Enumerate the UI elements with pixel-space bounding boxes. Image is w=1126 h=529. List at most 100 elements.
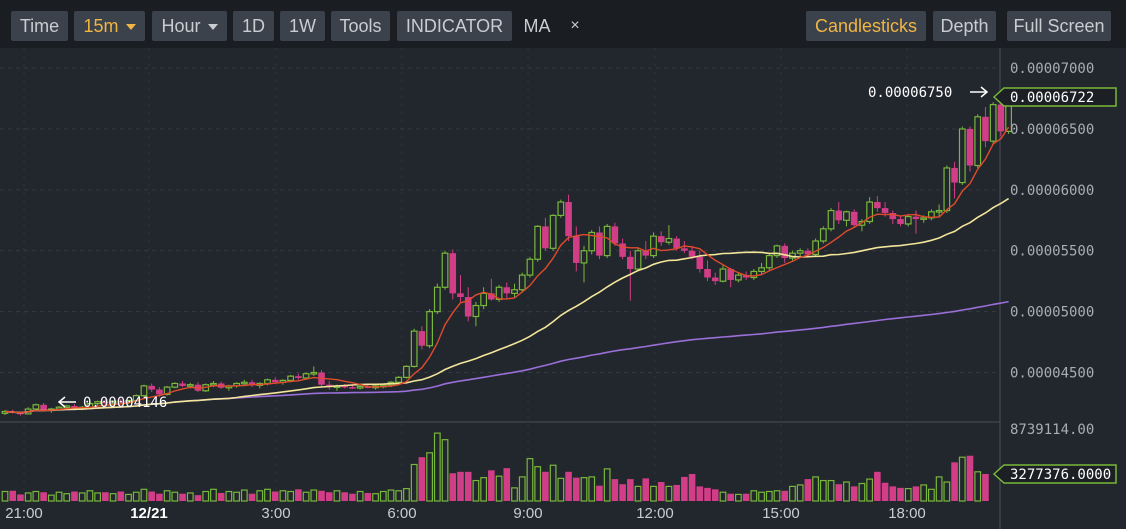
high-annotation: 0.00006750 [868, 85, 989, 101]
candle-body [819, 228, 827, 242]
volume-bar [163, 490, 171, 502]
volume-bar [688, 473, 696, 501]
volume-bar [557, 477, 565, 502]
candle-body [997, 104, 1005, 132]
candle-body [480, 292, 488, 307]
volume-bar [318, 490, 325, 501]
volume-bar [758, 491, 765, 502]
close-icon[interactable]: × [570, 17, 580, 34]
time-tick-label: 21:00 [5, 505, 43, 522]
volume-bar [148, 491, 155, 501]
time-tick-label: 3:00 [261, 505, 290, 522]
candle-body [897, 219, 904, 224]
volume-bar [750, 490, 758, 502]
1w-button[interactable]: 1W [280, 11, 325, 41]
volume-max-label: 8739114.00 [1010, 422, 1094, 438]
volume-bar [410, 463, 418, 502]
volume-bar [387, 489, 395, 502]
hour-dropdown[interactable]: Hour [152, 11, 227, 41]
volume-bar [966, 455, 974, 501]
volume-bar [673, 484, 680, 501]
volume-bar [765, 490, 773, 502]
volume-bar [132, 491, 140, 502]
volume-bar [696, 486, 704, 501]
volume-bar [943, 481, 951, 502]
price-chart[interactable]: 0.00007000 0.00006500 0.00006000 0.00005500… [0, 48, 1126, 529]
candle-body [974, 116, 982, 167]
candle-body [171, 382, 179, 388]
candle-body [958, 128, 966, 184]
candle-body [711, 277, 719, 282]
candle-body [734, 274, 742, 281]
candle-body [295, 376, 302, 378]
last-price-tag: 0.00006722 [992, 87, 1117, 107]
volume-bar [920, 484, 928, 502]
candle-body [341, 385, 348, 388]
volume-bar [194, 495, 202, 501]
volume-bar [109, 493, 117, 502]
candle-body [503, 287, 511, 294]
hour-label: Hour [161, 16, 201, 36]
chart-toolbar: Time 15m Hour 1D 1W Tools INDICATOR MA ×… [0, 0, 1126, 49]
candle-body [704, 269, 711, 278]
volume-bar [55, 491, 63, 502]
candle-body [356, 385, 364, 389]
ma-short-line [4, 126, 1010, 414]
volume-bar [279, 490, 287, 502]
volume-bar [734, 493, 742, 502]
price-tick-label: 0.00007000 [1010, 61, 1094, 77]
candle-body [248, 382, 256, 386]
volume-bar [464, 471, 472, 501]
indicator-button[interactable]: INDICATOR [397, 11, 512, 41]
tools-button[interactable]: Tools [331, 11, 390, 41]
volume-bar [603, 468, 611, 502]
candle-body [982, 116, 989, 142]
volume-bar [310, 489, 318, 502]
candle-body [310, 371, 318, 375]
candle-body [881, 208, 889, 213]
candle-body [920, 217, 928, 220]
volume-bar [1, 490, 9, 502]
candle-body [572, 236, 580, 263]
candle-body [758, 267, 765, 273]
candle-body [719, 268, 727, 282]
volume-bar [179, 493, 186, 501]
volume-bar [781, 490, 789, 501]
candle-body [688, 250, 696, 257]
volume-bar [488, 470, 495, 501]
volume-bar [565, 471, 572, 501]
time-button[interactable]: Time [11, 11, 68, 41]
full-screen-button[interactable]: Full Screen [1007, 11, 1111, 41]
volume-bar [86, 490, 94, 502]
candle-body [102, 401, 109, 404]
volume-bar [40, 492, 47, 501]
volume-bar [627, 479, 634, 501]
volume-bar [927, 488, 935, 502]
time-tick-label: 18:00 [888, 505, 926, 522]
volume-bar [264, 488, 271, 502]
volume-bar [958, 456, 966, 502]
candle-body [742, 275, 750, 278]
interval-dropdown[interactable]: 15m [74, 11, 145, 41]
candle-body [457, 293, 464, 298]
1d-button[interactable]: 1D [233, 11, 274, 41]
low-annotation: 0.00004146 [57, 395, 167, 411]
candle-body [426, 311, 433, 347]
volume-bar [233, 491, 241, 502]
candle-body [271, 379, 279, 383]
candle-body [874, 202, 881, 209]
candle-body [627, 256, 634, 270]
candle-body [557, 201, 565, 217]
candle-body [912, 216, 920, 220]
volume-bar [904, 487, 912, 502]
volume-bar [426, 452, 433, 502]
volume-bar [827, 479, 835, 502]
volume-bar [889, 486, 897, 501]
candle-body [526, 258, 534, 276]
candlesticks-button[interactable]: Candlesticks [806, 11, 926, 41]
volume-bar [256, 490, 264, 502]
depth-button[interactable]: Depth [933, 11, 996, 41]
volume-bar [295, 489, 302, 501]
volume-bar [742, 493, 750, 501]
volume-bar [24, 492, 32, 502]
